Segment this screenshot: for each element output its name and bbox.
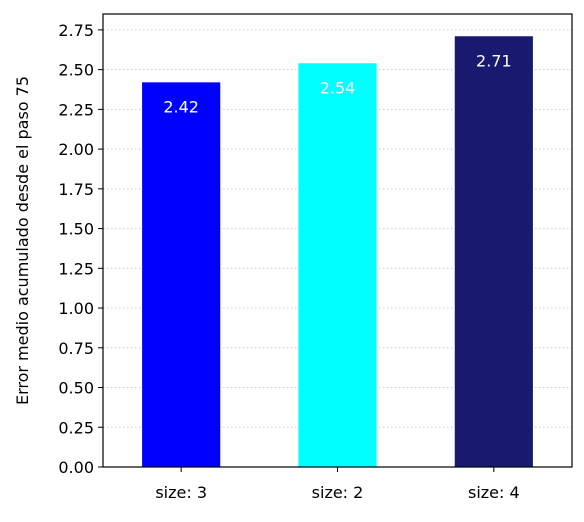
y-tick-label: 2.25 xyxy=(58,100,94,119)
y-tick-label: 1.50 xyxy=(58,220,94,239)
bars xyxy=(142,36,533,468)
y-axis-label: Error medio acumulado desde el paso 75 xyxy=(13,76,32,405)
plot-frame xyxy=(102,13,573,468)
x-axis: size: 3 size: 2 size: 4 xyxy=(155,467,520,502)
y-tick-label: 1.25 xyxy=(58,259,94,278)
bar xyxy=(298,63,377,468)
y-tick-label: 2.50 xyxy=(58,61,94,80)
y-tick-label: 0.25 xyxy=(58,418,94,437)
y-tick-label: 2.75 xyxy=(58,21,94,40)
y-tick-label: 0.00 xyxy=(58,458,94,477)
y-tick-label: 2.00 xyxy=(58,140,94,159)
y-tick-label: 0.50 xyxy=(58,379,94,398)
bar-value-label: 2.54 xyxy=(320,78,356,97)
x-tick-label: size: 2 xyxy=(312,483,364,502)
bar-value-label: 2.71 xyxy=(476,51,512,70)
x-tick-label: size: 4 xyxy=(468,483,520,502)
y-tick-label: 1.75 xyxy=(58,180,94,199)
y-tick-label: 1.00 xyxy=(58,299,94,318)
bar xyxy=(142,82,221,468)
x-tick-label: size: 3 xyxy=(155,483,207,502)
bar xyxy=(454,36,533,468)
bar-value-label: 2.42 xyxy=(163,97,199,116)
y-tick-label: 0.75 xyxy=(58,339,94,358)
bar-value-labels: 2.42 2.54 2.71 xyxy=(163,51,511,116)
y-axis: 0.00 0.25 0.50 0.75 1.00 1.25 1.50 1.75 2.00 2.25… xyxy=(58,21,103,477)
